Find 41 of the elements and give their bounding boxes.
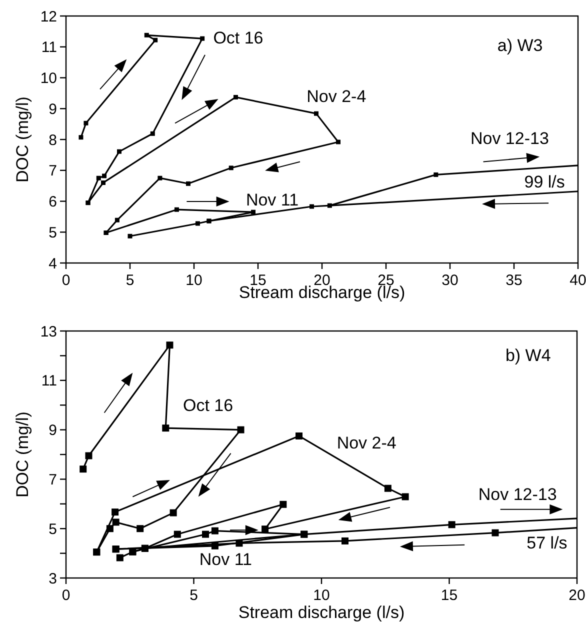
- y-tick-label: 5: [48, 224, 57, 242]
- y-axis-title: DOC (mg/l): [13, 412, 32, 498]
- y-tick-label: 6: [48, 194, 57, 210]
- x-tick-label: 35: [506, 272, 522, 289]
- series-label: Nov 2-4: [306, 86, 366, 106]
- annotation: 99 l/s: [524, 172, 565, 192]
- x-tick-label: 0: [62, 587, 70, 604]
- annotation: Nov 11: [246, 190, 299, 210]
- series-label: Oct 16: [213, 28, 264, 48]
- y-axis-title: DOC (mg/l): [13, 96, 32, 182]
- x-tick-label: 5: [126, 272, 134, 289]
- text: Nov 12-13: [470, 128, 549, 148]
- series-label: Oct 16: [183, 396, 234, 416]
- x-tick-label: 30: [442, 272, 458, 289]
- y-tick-label: 9: [48, 422, 57, 440]
- y-tick-label: 5: [48, 520, 57, 538]
- annotation: 57 l/s: [526, 534, 568, 553]
- x-tick-label: 10: [313, 587, 330, 604]
- y-tick-label: 11: [41, 372, 57, 390]
- y-tick-label: 7: [48, 471, 57, 488]
- y-tick-label: 4: [48, 255, 57, 272]
- y-tick-label: 11: [41, 39, 57, 56]
- x-tick-label: 0: [62, 272, 70, 289]
- y-tick-label: 13: [40, 323, 57, 340]
- annotation: b) W4: [505, 346, 551, 365]
- annotation: a) W3: [497, 36, 543, 55]
- series-label: Nov 12-13: [478, 484, 557, 504]
- y-tick-label: 3: [48, 570, 57, 588]
- y-tick-label: 7: [48, 162, 57, 180]
- y-tick-label: 9: [48, 100, 57, 118]
- x-tick-label: 20: [568, 587, 586, 604]
- x-tick-label: 15: [440, 587, 458, 604]
- y-tick-label: 10: [40, 70, 57, 87]
- y-tick-label: 12: [40, 8, 57, 26]
- annotation: Nov 11: [199, 550, 252, 570]
- x-tick-label: 5: [190, 587, 198, 604]
- x-tick-label: 10: [186, 272, 202, 289]
- y-tick-label: 8: [48, 132, 57, 149]
- x-tick-label: 40: [570, 272, 586, 289]
- x-axis-title: Stream discharge (l/s): [238, 603, 405, 622]
- series-label: Nov 2-4: [336, 434, 396, 453]
